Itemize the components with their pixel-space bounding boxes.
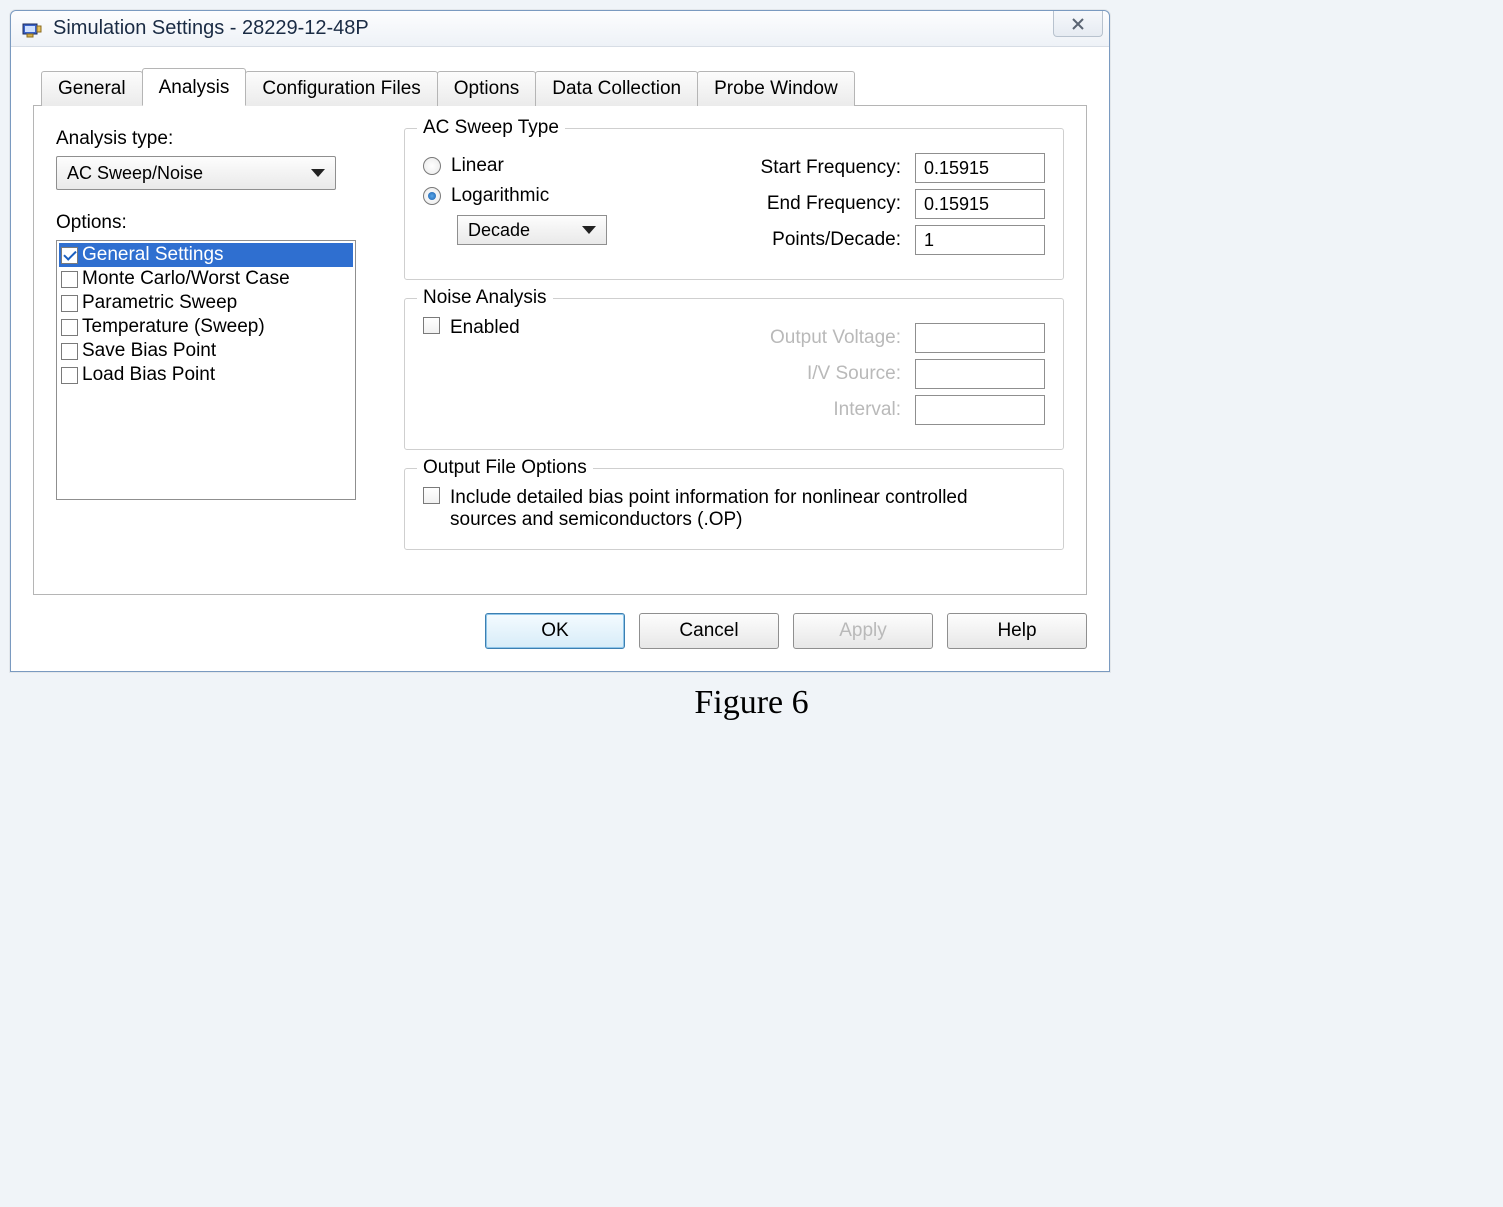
noise-enabled-row[interactable]: Enabled: [423, 317, 583, 339]
option-item[interactable]: Temperature (Sweep): [59, 315, 353, 339]
option-checkbox[interactable]: [61, 367, 78, 384]
include-bias-label: Include detailed bias point information …: [450, 487, 990, 531]
radio-logarithmic[interactable]: [423, 187, 441, 205]
noise-enabled-checkbox[interactable]: [423, 317, 440, 334]
titlebar: Simulation Settings - 28229-12-48P: [11, 11, 1109, 47]
interval-input: [915, 395, 1045, 425]
option-label: General Settings: [82, 244, 224, 266]
analysis-type-value: AC Sweep/Noise: [67, 163, 203, 184]
start-freq-label: Start Frequency:: [653, 157, 901, 179]
tab-panel-analysis: Analysis type: AC Sweep/Noise Options: G…: [33, 106, 1087, 595]
include-bias-checkbox[interactable]: [423, 487, 440, 504]
iv-source-input: [915, 359, 1045, 389]
option-label: Save Bias Point: [82, 340, 216, 362]
interval-label: Interval:: [613, 399, 901, 421]
log-scale-combo[interactable]: Decade: [457, 215, 607, 245]
noise-legend: Noise Analysis: [417, 287, 553, 309]
analysis-type-combo[interactable]: AC Sweep/Noise: [56, 156, 336, 190]
iv-source-label: I/V Source:: [613, 363, 901, 385]
end-freq-label: End Frequency:: [653, 193, 901, 215]
chevron-down-icon: [582, 226, 596, 234]
option-label: Temperature (Sweep): [82, 316, 265, 338]
tab-configuration-files[interactable]: Configuration Files: [245, 71, 437, 106]
close-icon: [1070, 16, 1086, 32]
dialog-window: Simulation Settings - 28229-12-48P Gener…: [10, 10, 1110, 672]
button-bar: OK Cancel Apply Help: [33, 613, 1087, 649]
cancel-button[interactable]: Cancel: [639, 613, 779, 649]
tab-probe-window[interactable]: Probe Window: [697, 71, 855, 106]
tab-general[interactable]: General: [41, 71, 143, 106]
radio-linear-label: Linear: [451, 155, 504, 177]
option-item[interactable]: General Settings: [59, 243, 353, 267]
output-file-group: Output File Options Include detailed bia…: [404, 468, 1064, 550]
tab-options[interactable]: Options: [437, 71, 536, 106]
option-item[interactable]: Monte Carlo/Worst Case: [59, 267, 353, 291]
dialog-body: GeneralAnalysisConfiguration FilesOption…: [11, 47, 1109, 671]
option-label: Load Bias Point: [82, 364, 215, 386]
tab-data-collection[interactable]: Data Collection: [535, 71, 698, 106]
analysis-type-label: Analysis type:: [56, 128, 376, 150]
option-checkbox[interactable]: [61, 295, 78, 312]
tab-strip: GeneralAnalysisConfiguration FilesOption…: [33, 67, 1087, 106]
chevron-down-icon: [311, 169, 325, 177]
tab-analysis[interactable]: Analysis: [142, 68, 247, 106]
option-item[interactable]: Save Bias Point: [59, 339, 353, 363]
options-listbox[interactable]: General SettingsMonte Carlo/Worst CasePa…: [56, 240, 356, 500]
noise-analysis-group: Noise Analysis Enabled Output Voltag: [404, 298, 1064, 450]
radio-log-row[interactable]: Logarithmic: [423, 185, 623, 207]
radio-linear-row[interactable]: Linear: [423, 155, 623, 177]
figure-caption: Figure 6: [10, 684, 1493, 722]
points-decade-label: Points/Decade:: [653, 229, 901, 251]
option-label: Parametric Sweep: [82, 292, 237, 314]
option-checkbox[interactable]: [61, 247, 78, 264]
include-bias-row[interactable]: Include detailed bias point information …: [423, 487, 1045, 531]
log-scale-value: Decade: [468, 220, 530, 241]
app-icon: [21, 18, 43, 40]
option-checkbox[interactable]: [61, 271, 78, 288]
apply-button: Apply: [793, 613, 933, 649]
radio-log-label: Logarithmic: [451, 185, 549, 207]
option-checkbox[interactable]: [61, 343, 78, 360]
output-voltage-label: Output Voltage:: [613, 327, 901, 349]
start-freq-input[interactable]: [915, 153, 1045, 183]
window-title: Simulation Settings - 28229-12-48P: [53, 17, 369, 40]
output-file-legend: Output File Options: [417, 457, 593, 479]
ok-button[interactable]: OK: [485, 613, 625, 649]
option-item[interactable]: Parametric Sweep: [59, 291, 353, 315]
ac-sweep-legend: AC Sweep Type: [417, 117, 565, 139]
ac-sweep-group: AC Sweep Type Linear Logarithmic: [404, 128, 1064, 280]
option-label: Monte Carlo/Worst Case: [82, 268, 290, 290]
end-freq-input[interactable]: [915, 189, 1045, 219]
options-label: Options:: [56, 212, 376, 234]
close-button[interactable]: [1053, 11, 1103, 37]
option-item[interactable]: Load Bias Point: [59, 363, 353, 387]
points-decade-input[interactable]: [915, 225, 1045, 255]
option-checkbox[interactable]: [61, 319, 78, 336]
noise-enabled-label: Enabled: [450, 317, 520, 339]
help-button[interactable]: Help: [947, 613, 1087, 649]
output-voltage-input: [915, 323, 1045, 353]
radio-linear[interactable]: [423, 157, 441, 175]
